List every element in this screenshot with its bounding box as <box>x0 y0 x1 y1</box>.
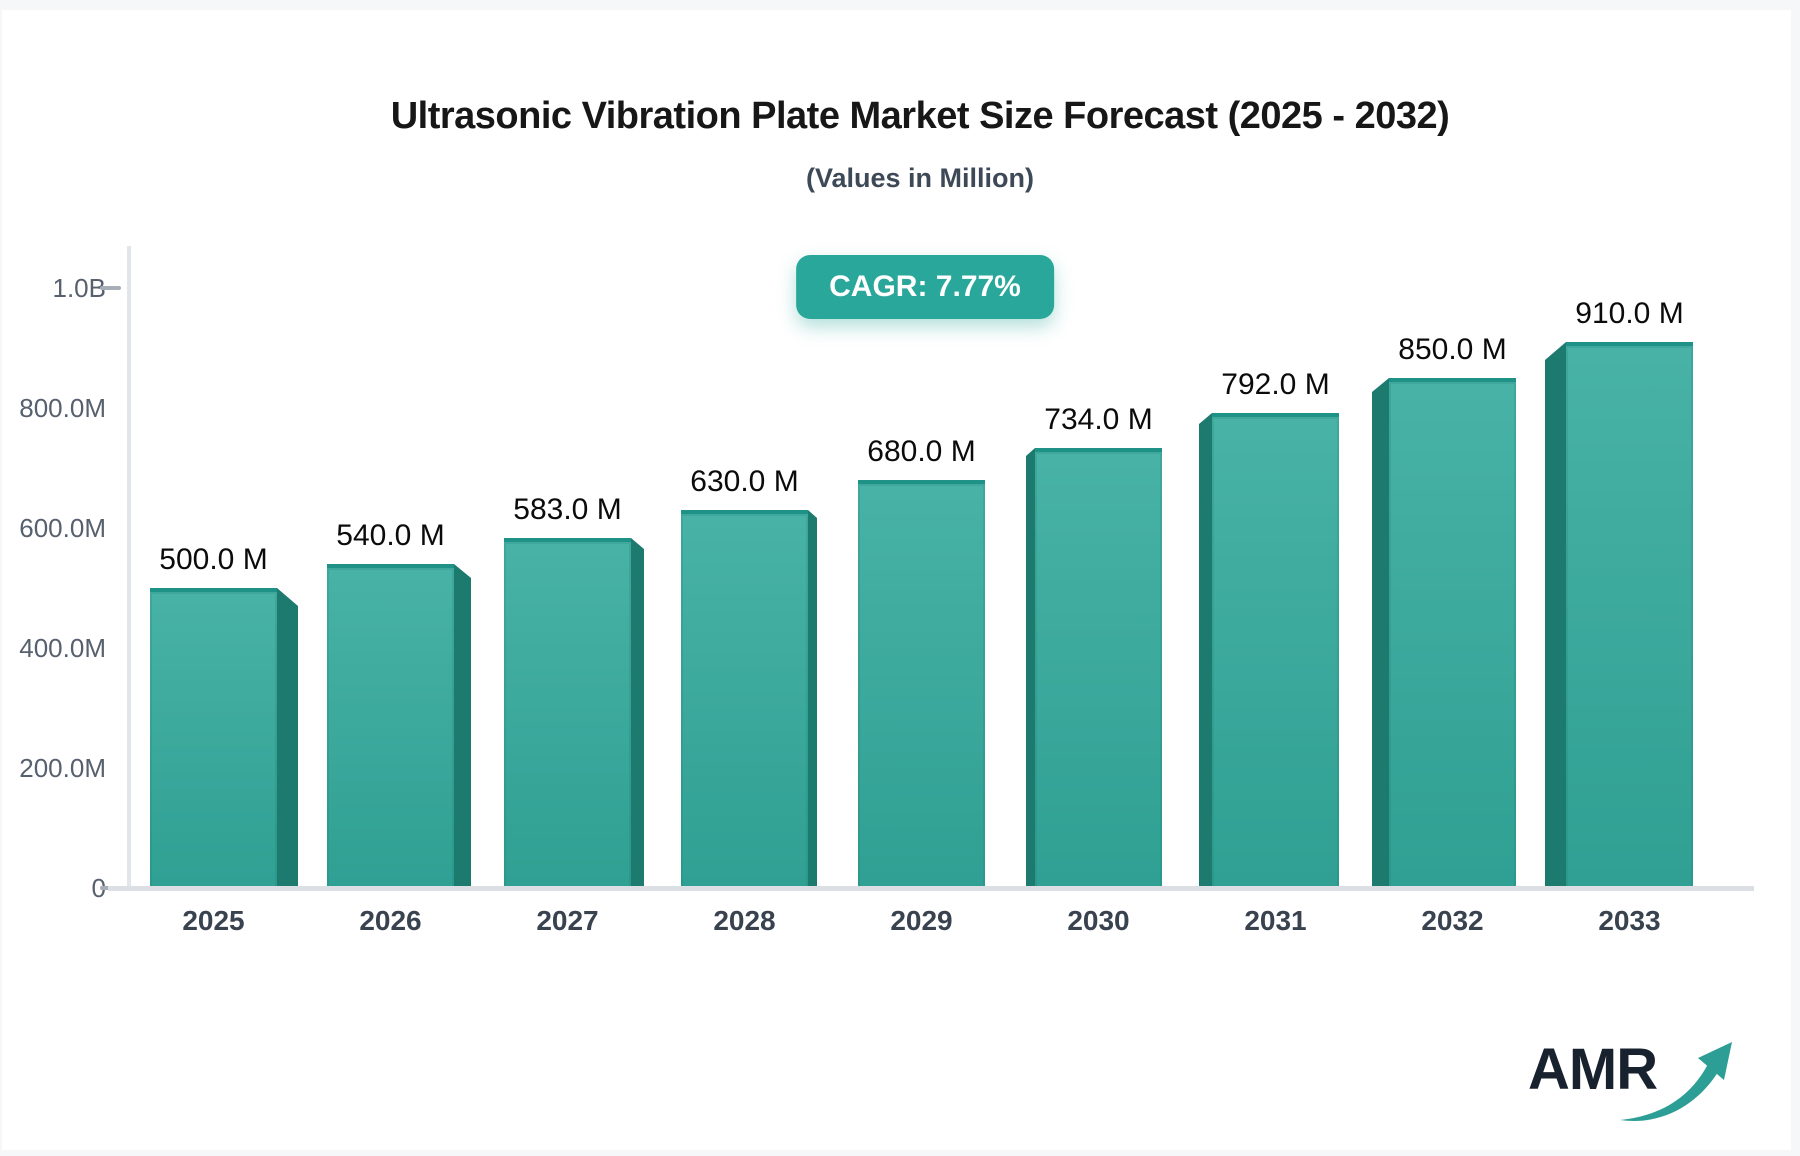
bar-2030[interactable] <box>1035 448 1162 888</box>
bar-2027[interactable] <box>504 538 631 888</box>
bar-2029[interactable] <box>858 480 985 888</box>
y-tick-dash <box>100 286 121 290</box>
x-tick-label-2031: 2031 <box>1244 905 1307 936</box>
y-tick-label: 1.0B <box>52 273 107 303</box>
chart-subtitle: (Values in Million) <box>805 163 1035 193</box>
y-tick-label: 600.0M <box>19 513 106 543</box>
y-tick-label: 200.0M <box>19 753 106 783</box>
cagr-badge: CAGR: 7.77% <box>796 255 1054 319</box>
bar-value-label-2030: 734.0 M <box>1044 403 1153 436</box>
bar-2033[interactable] <box>1566 342 1693 888</box>
x-tick-label-2025: 2025 <box>182 905 245 936</box>
x-tick-label-2027: 2027 <box>536 905 599 936</box>
x-tick-label-2026: 2026 <box>359 905 422 936</box>
bar-side-2032 <box>1372 378 1389 888</box>
bar-value-label-2026: 540.0 M <box>336 519 445 552</box>
bar-2025[interactable] <box>150 588 277 888</box>
bar-value-label-2027: 583.0 M <box>513 493 622 526</box>
bar-2031[interactable] <box>1212 413 1339 888</box>
x-tick-label-2032: 2032 <box>1421 905 1484 936</box>
brand-logo-text: AMR <box>1528 1037 1658 1102</box>
y-tick-label: 400.0M <box>19 633 106 663</box>
bar-side-2025 <box>277 588 298 888</box>
bar-side-2033 <box>1545 342 1566 888</box>
brand-logo: AMR <box>1528 1038 1748 1128</box>
y-tick-label: 800.0M <box>19 393 106 423</box>
bar-value-label-2029: 680.0 M <box>867 435 976 468</box>
x-axis-line <box>108 886 1754 891</box>
bar-value-label-2033: 910.0 M <box>1575 297 1684 330</box>
y-axis-line <box>127 246 131 891</box>
bar-side-2026 <box>454 564 471 888</box>
bar-value-label-2028: 630.0 M <box>690 465 799 498</box>
bar-value-label-2032: 850.0 M <box>1398 333 1507 366</box>
x-tick-label-2028: 2028 <box>713 905 776 936</box>
bar-2026[interactable] <box>327 564 454 888</box>
bar-value-label-2031: 792.0 M <box>1221 368 1330 401</box>
x-tick-label-2033: 2033 <box>1598 905 1661 936</box>
bar-side-2028 <box>808 510 817 888</box>
bar-side-2027 <box>631 538 644 888</box>
bar-2032[interactable] <box>1389 378 1516 888</box>
x-tick-label-2030: 2030 <box>1067 905 1130 936</box>
bar-value-label-2025: 500.0 M <box>159 543 268 576</box>
x-tick-label-2029: 2029 <box>890 905 953 936</box>
y-tick-label: 0 <box>91 873 106 903</box>
bar-2028[interactable] <box>681 510 808 888</box>
bar-side-2030 <box>1026 448 1035 888</box>
chart-title: Ultrasonic Vibration Plate Market Size F… <box>390 95 1450 137</box>
bar-side-2031 <box>1199 413 1212 888</box>
trend-up-arrow-icon <box>1620 1042 1732 1121</box>
